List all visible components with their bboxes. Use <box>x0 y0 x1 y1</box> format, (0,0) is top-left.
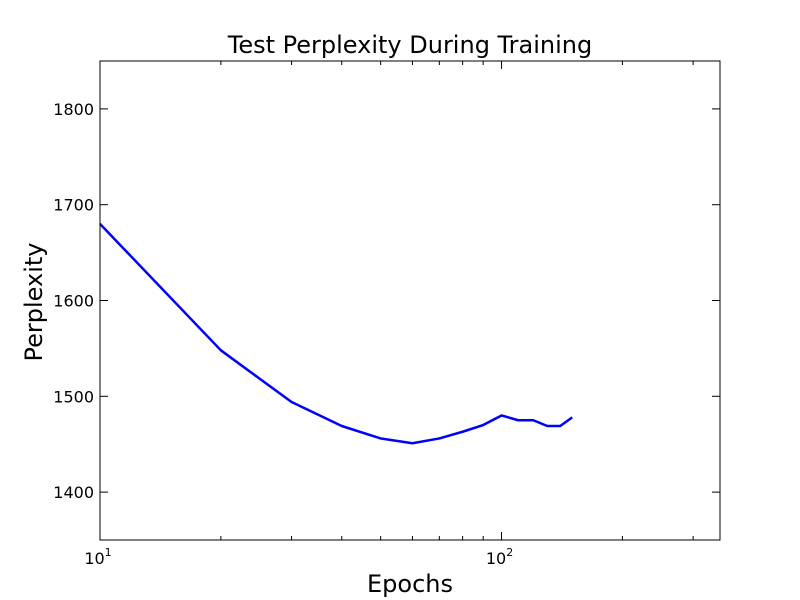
x-tick-base: 10 <box>486 549 506 568</box>
x-tick-exponent: 1 <box>105 546 112 559</box>
x-tick-label: 102 <box>486 546 513 568</box>
y-tick-label: 1500 <box>53 387 94 406</box>
series-line <box>99 222 573 445</box>
y-tick-label: 1800 <box>53 100 94 119</box>
chart-title: Test Perplexity During Training <box>227 31 593 59</box>
y-tick-label: 1700 <box>53 196 94 215</box>
x-tick-exponent: 2 <box>506 546 513 559</box>
x-tick-label: 101 <box>84 546 111 568</box>
y-axis-label: Perplexity <box>20 243 48 362</box>
series-layer <box>99 222 573 445</box>
y-tick-label: 1400 <box>53 483 94 502</box>
x-axis-label: Epochs <box>367 570 453 598</box>
x-tick-base: 10 <box>84 549 104 568</box>
plot-frame <box>99 60 721 541</box>
ticks <box>99 61 720 540</box>
y-tick-label: 1600 <box>53 292 94 311</box>
